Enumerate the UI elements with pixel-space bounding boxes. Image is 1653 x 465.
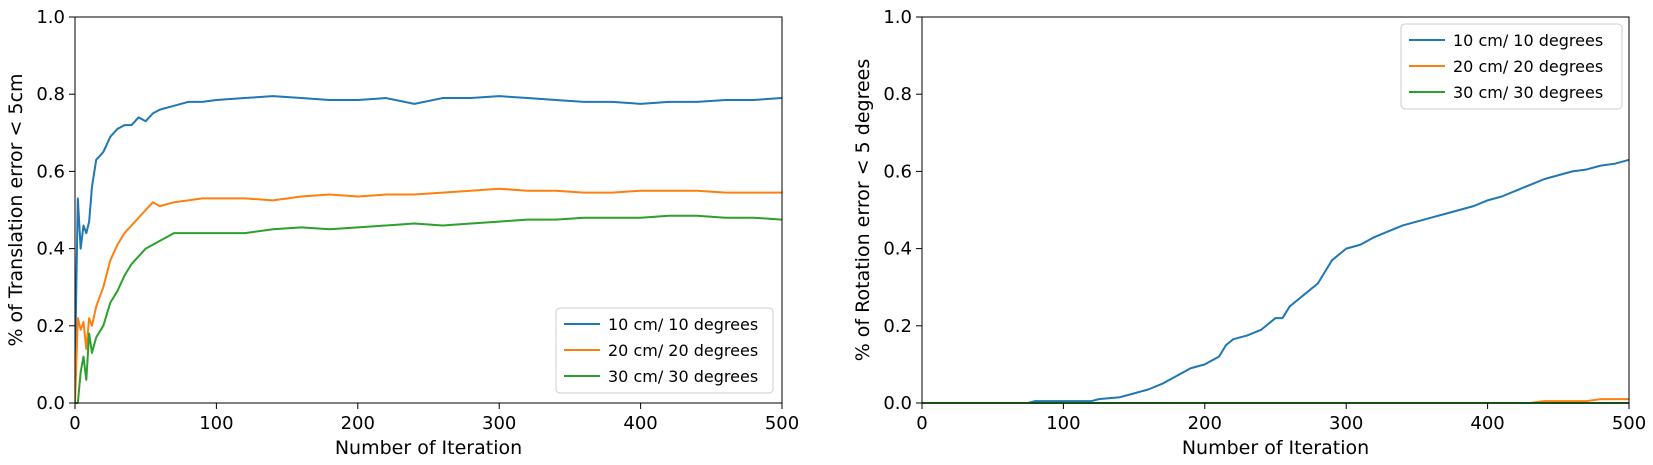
- legend-box: [1400, 23, 1623, 110]
- x-tick-label: 100: [199, 413, 233, 434]
- y-tick-label: 1.0: [883, 7, 912, 28]
- y-tick-label: 0.0: [883, 393, 912, 414]
- series-line-1: [922, 158, 1630, 404]
- y-tick-label: 0.6: [883, 161, 912, 182]
- x-tick-label: 500: [1612, 413, 1646, 434]
- x-tick-label: 400: [1470, 413, 1504, 434]
- y-axis-label: % of Translation error < 5cm: [5, 73, 27, 346]
- y-tick-label: 0.0: [36, 393, 65, 414]
- legend: 10 cm/ 10 degrees 20 cm/ 20 degrees 30 cm/…: [555, 307, 774, 394]
- y-tick-label: 0.2: [883, 316, 912, 337]
- x-axis-label: Number of Iteration: [1182, 437, 1369, 459]
- chart-panel-2: 0 100 200 300 400 500 0.0 0.2 0.4 0.6 0.8 1.0 Number…: [852, 7, 1646, 459]
- legend-label: 30 cm/ 30 degrees: [608, 367, 758, 386]
- legend-label: 10 cm/ 10 degrees: [1453, 31, 1603, 50]
- chart-panel-1: 0 100 200 300 400 500 0.0 0.2 0.4 0.6 0.8 1.0 Number…: [5, 7, 799, 459]
- legend-label: 20 cm/ 20 degrees: [1453, 57, 1603, 76]
- y-axis-label: % of Rotation error < 5 degrees: [852, 59, 874, 362]
- y-tick-label: 0.2: [36, 316, 65, 337]
- x-tick-label: 200: [341, 413, 375, 434]
- x-tick-label: 300: [482, 413, 516, 434]
- x-tick-label: 0: [916, 413, 927, 434]
- y-tick-label: 0.8: [883, 84, 912, 105]
- series-line-2: [75, 187, 782, 404]
- legend: 10 cm/ 10 degrees 20 cm/ 20 degrees 30 cm/…: [1400, 23, 1623, 110]
- y-tick-label: 1.0: [36, 7, 65, 28]
- legend-label: 30 cm/ 30 degrees: [1453, 83, 1603, 102]
- y-tick-label: 0.6: [36, 161, 65, 182]
- legend-box: [555, 307, 774, 394]
- y-tick-label: 0.8: [36, 84, 65, 105]
- y-tick-label: 0.4: [36, 239, 65, 260]
- legend-label: 10 cm/ 10 degrees: [608, 315, 758, 334]
- x-axis-label: Number of Iteration: [335, 437, 522, 459]
- x-tick-label: 200: [1188, 413, 1222, 434]
- series-line-3: [75, 214, 783, 404]
- y-tick-label: 0.4: [883, 239, 912, 260]
- x-tick-label: 100: [1046, 413, 1080, 434]
- series-line-1: [75, 95, 783, 365]
- x-tick-label: 300: [1329, 413, 1363, 434]
- legend-label: 20 cm/ 20 degrees: [608, 341, 758, 360]
- x-tick-label: 500: [765, 413, 799, 434]
- plot-frame: [921, 16, 1630, 404]
- x-tick-label: 0: [69, 413, 80, 434]
- plot-frame: [74, 16, 783, 404]
- x-tick-label: 400: [623, 413, 657, 434]
